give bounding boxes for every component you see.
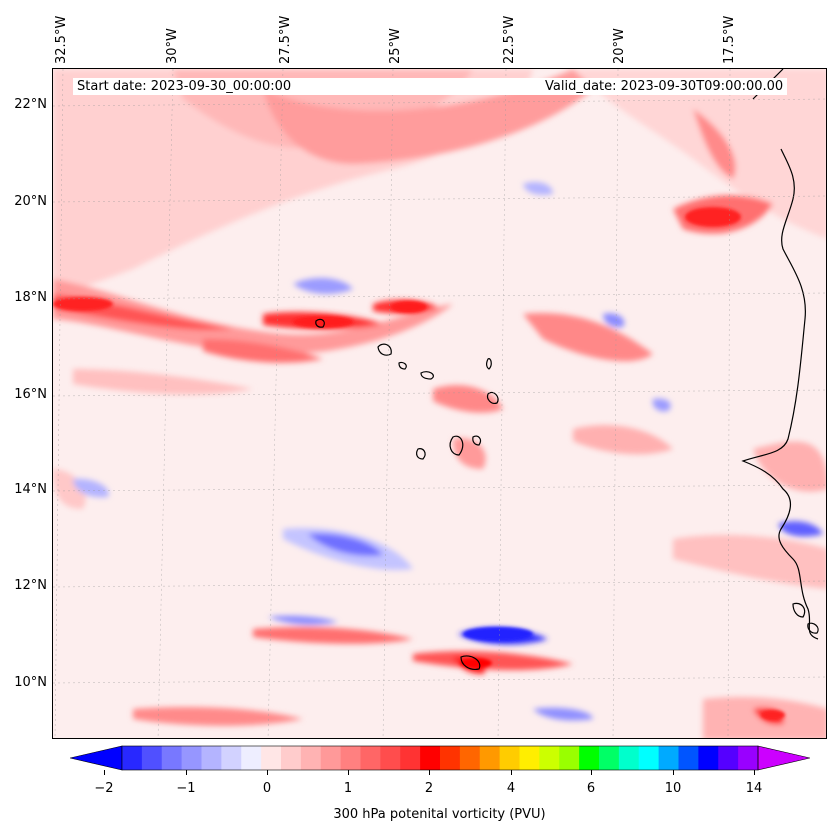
graticule: [53, 69, 826, 738]
colorbar-tick-mark: [348, 770, 349, 775]
colorbar-segment: [281, 746, 302, 770]
island-south: [460, 655, 481, 670]
colorbar-tick-label: 6: [586, 781, 596, 796]
start-date-label: Start date: 2023-09-30_00:00:00: [73, 78, 551, 95]
colorbar: [70, 745, 810, 771]
colorbar-tick-mark: [591, 770, 592, 775]
colorbar-label: 300 hPa potenital vorticity (PVU): [333, 807, 546, 822]
colorbar-segment: [241, 746, 262, 770]
colorbar-tick-label: 0: [262, 781, 272, 796]
colorbar-tick-mark: [104, 770, 105, 775]
colorbar-segment: [718, 746, 739, 770]
colorbar-segment: [161, 746, 183, 770]
lon-label: 17.5°W: [722, 15, 737, 64]
colorbar-max-arrow: [757, 745, 810, 771]
colorbar-segment: [181, 746, 202, 770]
colorbar-segment: [141, 746, 163, 770]
colorbar-min-arrow: [70, 745, 123, 771]
cape-verde-island: [377, 343, 392, 356]
colorbar-segment: [599, 746, 620, 770]
lon-label: 25°W: [388, 28, 403, 64]
lon-label: 30°W: [165, 28, 180, 64]
colorbar-segment: [300, 746, 322, 770]
colorbar-segment: [440, 746, 461, 770]
colorbar-segment: [579, 746, 600, 770]
colorbar-segment: [360, 746, 381, 770]
colorbar-segment: [340, 746, 361, 770]
lon-label: 22.5°W: [502, 15, 517, 64]
colorbar-tick-label: 14: [745, 781, 763, 796]
colorbar-segment: [519, 746, 540, 770]
lat-label: 12°N: [14, 578, 47, 593]
colorbar-tick-label: 2: [424, 781, 434, 796]
lat-label: 10°N: [14, 675, 47, 690]
colorbar-tick-mark: [511, 770, 512, 775]
colorbar-tick-label: −1: [176, 781, 196, 796]
lat-label: 14°N: [14, 482, 47, 497]
colorbar-segment: [738, 746, 759, 770]
lon-label: 20°W: [612, 28, 627, 64]
colorbar-segment: [320, 746, 342, 770]
colorbar-outline: [121, 745, 759, 771]
colorbar-tick-mark: [267, 770, 268, 775]
colorbar-segment: [678, 746, 699, 770]
colorbar-segment: [122, 746, 143, 770]
colorbar-tick-mark: [186, 770, 187, 775]
colorbar-segment: [420, 746, 441, 770]
colorbar-tick-mark: [673, 770, 674, 775]
colorbar-segment: [400, 746, 421, 770]
map-panel: Start date: 2023-09-30_00:00:00 Valid_da…: [52, 68, 827, 739]
lat-label: 22°N: [14, 97, 47, 112]
colorbar-segment: [698, 746, 719, 770]
lat-label: 20°N: [14, 194, 47, 209]
colorbar-tick-mark: [754, 770, 755, 775]
colorbar-segment: [261, 746, 282, 770]
valid-date-label: Valid_date: 2023-09-30T09:00:00.00: [541, 78, 788, 95]
colorbar-segment: [459, 746, 481, 770]
colorbar-segment: [658, 746, 679, 770]
colorbar-segment: [380, 746, 401, 770]
coastlines: [315, 69, 819, 670]
colorbar-tick-label: 10: [664, 781, 682, 796]
colorbar-segment: [221, 746, 242, 770]
colorbar-tick-label: 4: [506, 781, 516, 796]
colorbar-segment: [618, 746, 640, 770]
lon-label: 27.5°W: [278, 15, 293, 64]
lon-label: 32.5°W: [54, 15, 69, 64]
colorbar-tick-label: 1: [343, 781, 353, 796]
colorbar-segment: [559, 746, 580, 770]
colorbar-tick-label: −2: [94, 781, 114, 796]
colorbar-segment: [201, 746, 222, 770]
potential-vorticity-field: [53, 69, 826, 738]
colorbar-segment: [499, 746, 520, 770]
lat-label: 16°N: [14, 387, 47, 402]
colorbar-segment: [479, 746, 501, 770]
colorbar-segment: [638, 746, 660, 770]
colorbar-tick-mark: [429, 770, 430, 775]
colorbar-segment: [539, 746, 560, 770]
lat-label: 18°N: [14, 290, 47, 305]
